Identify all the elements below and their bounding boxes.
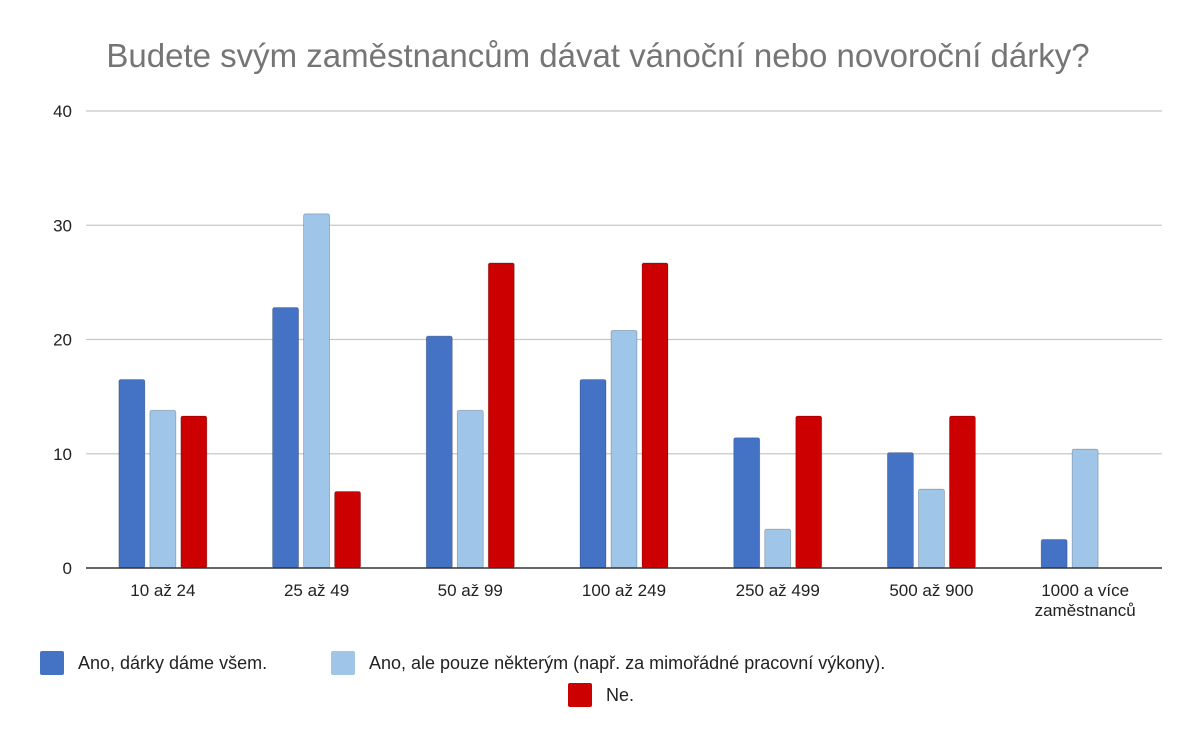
- bars: [118, 213, 1099, 569]
- bar: [1071, 448, 1099, 569]
- legend-label: Ano, dárky dáme všem.: [78, 653, 267, 673]
- x-tick-label-line: 1000 a více: [1041, 581, 1129, 600]
- bar: [764, 528, 792, 569]
- x-axis-categories: 10 až 24 25 až 49 50 až 99 100 až 249 250 až…: [130, 581, 1135, 620]
- x-tick-label-line: 250 až 499: [736, 581, 820, 600]
- y-tick-label: 10: [53, 445, 72, 464]
- bar: [425, 335, 453, 569]
- bar: [887, 452, 914, 569]
- x-tick-label: 10 až 24: [130, 581, 195, 600]
- bar: [949, 415, 976, 569]
- bar: [303, 213, 330, 569]
- legend-swatch: [40, 651, 64, 675]
- x-tick-label-line: 500 až 900: [889, 581, 973, 600]
- bar: [579, 379, 607, 569]
- y-tick-label: 30: [53, 216, 72, 235]
- bar: [334, 491, 361, 569]
- bar: [272, 307, 299, 569]
- x-tick-label: 100 až 249: [582, 581, 666, 600]
- legend-item: Ne.: [568, 683, 634, 707]
- x-tick-label: 250 až 499: [736, 581, 820, 600]
- x-tick-label-line: 100 až 249: [582, 581, 666, 600]
- bar: [641, 262, 669, 569]
- legend-item: Ano, ale pouze některým (např. za mimořá…: [331, 651, 885, 675]
- y-tick-label: 40: [53, 102, 72, 121]
- x-tick-label: 1000 a více zaměstnanců: [1035, 581, 1136, 620]
- bar: [795, 415, 823, 569]
- bar: [918, 488, 945, 569]
- y-tick-label: 0: [63, 559, 72, 578]
- bar: [610, 329, 638, 569]
- bar: [1040, 539, 1068, 569]
- chart-title: Budete svým zaměstnancům dávat vánoční n…: [106, 37, 1089, 74]
- legend-swatch: [568, 683, 592, 707]
- x-tick-label: 50 až 99: [438, 581, 503, 600]
- y-tick-label: 20: [53, 331, 72, 350]
- x-tick-label: 500 až 900: [889, 581, 973, 600]
- x-tick-label-line: zaměstnanců: [1035, 601, 1136, 620]
- bar: [149, 409, 177, 569]
- legend: Ano, dárky dáme všem. Ano, ale pouze někt…: [40, 651, 885, 707]
- x-tick-label-line: 25 až 49: [284, 581, 349, 600]
- legend-swatch: [331, 651, 355, 675]
- bar: [733, 437, 761, 569]
- x-tick-label-line: 50 až 99: [438, 581, 503, 600]
- bar: [118, 379, 146, 569]
- bar: [180, 415, 208, 569]
- x-tick-label-line: 10 až 24: [130, 581, 195, 600]
- legend-item: Ano, dárky dáme všem.: [40, 651, 267, 675]
- legend-label: Ano, ale pouze některým (např. za mimořá…: [369, 653, 885, 673]
- legend-label: Ne.: [606, 685, 634, 705]
- bar: [487, 262, 515, 569]
- x-tick-label: 25 až 49: [284, 581, 349, 600]
- bar: [456, 409, 484, 569]
- y-axis-ticks: 0 10 20 30 40: [53, 102, 72, 578]
